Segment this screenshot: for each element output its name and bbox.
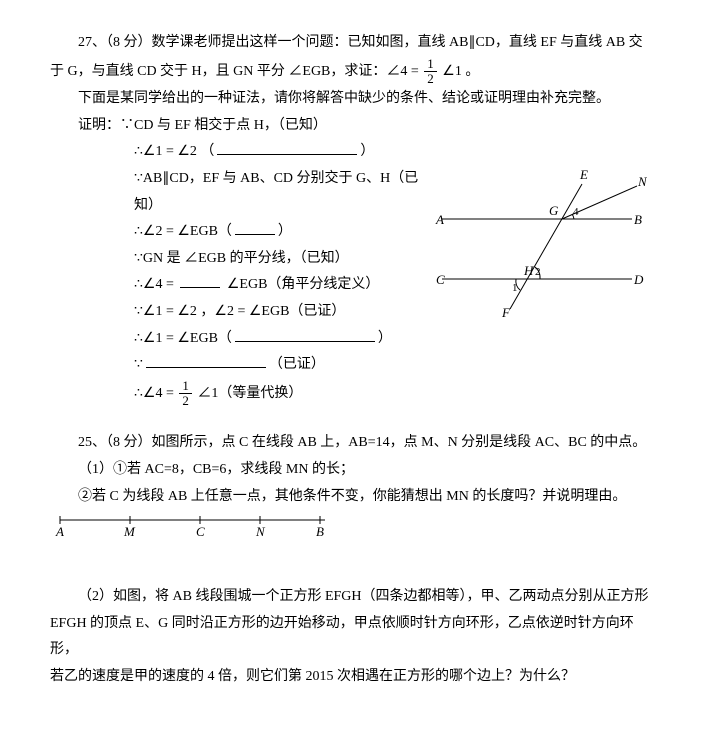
lbl-H: H	[523, 263, 534, 278]
proof-line-i: ∴∠4 = 1 2 ∠1（等量代换）	[50, 379, 432, 409]
line-a-tail: ）	[360, 144, 374, 159]
q25-p2c: 若乙的速度是甲的速度的 4 倍，则它们第 2015 次相遇在正方形的哪个边上？为…	[50, 664, 652, 691]
line-e-a: ∴∠4 =	[134, 277, 174, 292]
frac-den: 2	[424, 72, 437, 86]
seg-N: N	[255, 524, 266, 539]
q25-segment-diagram: A M C N B	[50, 510, 652, 540]
seg-M: M	[123, 524, 136, 539]
line-a-text: ∴∠1 = ∠2 （	[134, 144, 214, 159]
q27-header-2b: ∠1 。	[442, 64, 479, 79]
blank-c[interactable]	[235, 220, 275, 235]
line-c-tail: ）	[278, 224, 292, 239]
blank-a[interactable]	[217, 140, 357, 155]
line-g-text: ∴∠1 = ∠EGB（	[134, 331, 232, 346]
line-i-a: ∴∠4 =	[134, 386, 174, 401]
line-e-b: ∠EGB（角平分线定义）	[227, 277, 380, 292]
line-h-text: ∵	[134, 357, 143, 372]
proof-line-b: ∵AB∥CD，EF 与 AB、CD 分别交于 G、H（已知）	[50, 166, 432, 219]
q27-proof-lines: ∴∠1 = ∠2 （ ） ∵AB∥CD，EF 与 AB、CD 分别交于 G、H（已…	[50, 139, 432, 408]
q25-p2b: EFGH 的顶点 E、G 同时沿正方形的边开始移动，甲点依顺时针方向环形，乙点依…	[50, 611, 652, 664]
proof-line-e: ∴∠4 = ∠EGB（角平分线定义）	[50, 272, 432, 299]
blank-g[interactable]	[235, 327, 375, 342]
geometry-diagram: A B C D E F G H N 1 2 4	[432, 139, 647, 319]
lbl-ang2: 2	[535, 266, 541, 278]
frac-num: 1	[424, 57, 437, 72]
q27-header-line1: 27、（8 分）数学课老师提出这样一个问题：已知如图，直线 AB∥CD，直线 E…	[50, 30, 652, 57]
fraction-half-i: 1 2	[179, 379, 192, 409]
lbl-ang1: 1	[512, 282, 518, 294]
line-c-text: ∴∠2 = ∠EGB（	[134, 224, 232, 239]
lbl-B: B	[634, 212, 642, 227]
proof-line-f: ∵∠1 = ∠2 ，∠2 = ∠EGB（已证）	[50, 299, 432, 326]
seg-C: C	[196, 524, 205, 539]
q27-header-line2: 于 G，与直线 CD 交于 H，且 GN 平分 ∠EGB，求证：∠4 = 1 2…	[50, 57, 652, 87]
segment-line: A M C N B	[50, 510, 335, 540]
frac-i-num: 1	[179, 379, 192, 394]
proof-line-c: ∴∠2 = ∠EGB（ ）	[50, 219, 432, 246]
seg-A: A	[55, 524, 64, 539]
lbl-G: G	[549, 203, 559, 218]
q25-header: 25、（8 分）如图所示，点 C 在线段 AB 上，AB=14，点 M、N 分别…	[50, 430, 652, 457]
frac-i-den: 2	[179, 394, 192, 408]
q27-diagram: A B C D E F G H N 1 2 4	[432, 139, 652, 319]
q27-proof-label: 证明：∵CD 与 EF 相交于点 H，（已知）	[50, 113, 652, 140]
blank-h[interactable]	[146, 353, 266, 368]
q25-p2a: （2）如图，将 AB 线段围城一个正方形 EFGH（四条边都相等），甲、乙两动点…	[50, 584, 652, 611]
q27-body: ∴∠1 = ∠2 （ ） ∵AB∥CD，EF 与 AB、CD 分别交于 G、H（已…	[50, 139, 652, 408]
q27-intro: 下面是某同学给出的一种证法，请你将解答中缺少的条件、结论或证明理由补充完整。	[50, 86, 652, 113]
lbl-N: N	[637, 174, 647, 189]
line-h-tail: （已证）	[269, 357, 325, 372]
line-g-tail: ）	[378, 331, 392, 346]
q25-p1a: （1）①若 AC=8，CB=6，求线段 MN 的长；	[50, 457, 652, 484]
blank-e[interactable]	[180, 273, 220, 288]
lbl-E: E	[579, 167, 588, 182]
lbl-A: A	[435, 212, 444, 227]
q25-p1b: ②若 C 为线段 AB 上任意一点，其他条件不变，你能猜想出 MN 的长度吗？并…	[50, 484, 652, 511]
proof-line-a: ∴∠1 = ∠2 （ ）	[50, 139, 432, 166]
proof-line-g: ∴∠1 = ∠EGB（ ）	[50, 326, 432, 353]
lbl-D: D	[633, 272, 644, 287]
proof-line-d: ∵GN 是 ∠EGB 的平分线，（已知）	[50, 246, 432, 273]
q27-header-2a: 于 G，与直线 CD 交于 H，且 GN 平分 ∠EGB，求证：∠4 =	[50, 64, 419, 79]
seg-B: B	[316, 524, 324, 539]
lbl-ang4: 4	[573, 206, 579, 218]
line-i-b: ∠1（等量代换）	[197, 386, 302, 401]
lbl-C: C	[436, 272, 445, 287]
lbl-F: F	[501, 305, 511, 319]
proof-line-h: ∵ （已证）	[50, 352, 432, 379]
fraction-half: 1 2	[424, 57, 437, 87]
